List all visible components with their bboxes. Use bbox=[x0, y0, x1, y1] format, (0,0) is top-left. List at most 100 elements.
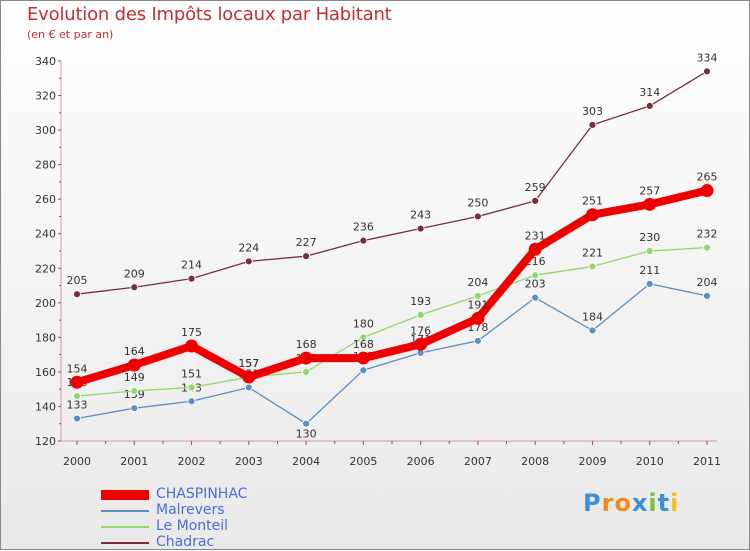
data-label-chadrac: 227 bbox=[296, 236, 317, 249]
data-point-le-monteil bbox=[359, 333, 368, 342]
logo-letter: i bbox=[670, 489, 680, 517]
data-label-chaspinhac: 257 bbox=[639, 184, 660, 197]
data-point-chadrac bbox=[302, 252, 310, 261]
data-label-chaspinhac: 231 bbox=[525, 229, 546, 242]
data-label-chadrac: 314 bbox=[639, 86, 660, 99]
legend-label-malrevers: Malrevers bbox=[156, 502, 225, 518]
data-label-chadrac: 224 bbox=[238, 241, 259, 254]
data-point-chaspinhac bbox=[471, 311, 485, 325]
y-tick-label: 120 bbox=[35, 435, 56, 448]
logo-letter: P bbox=[583, 489, 602, 517]
data-point-malrevers bbox=[645, 279, 654, 288]
chart-title: Evolution des Impôts locaux par Habitant bbox=[27, 4, 392, 25]
data-label-le-monteil: 230 bbox=[639, 231, 660, 244]
data-point-le-monteil bbox=[187, 383, 196, 392]
y-tick-label: 340 bbox=[35, 55, 56, 68]
data-point-chaspinhac bbox=[127, 358, 141, 372]
data-point-le-monteil bbox=[645, 247, 654, 255]
data-label-chadrac: 259 bbox=[525, 181, 546, 194]
data-point-le-monteil bbox=[302, 368, 310, 376]
data-point-chaspinhac bbox=[700, 184, 714, 198]
legend-swatch-le-monteil bbox=[101, 526, 149, 528]
data-label-le-monteil: 193 bbox=[410, 295, 431, 308]
data-label-chaspinhac: 251 bbox=[582, 195, 603, 208]
data-point-chadrac bbox=[416, 224, 425, 233]
data-label-malrevers: 211 bbox=[639, 264, 660, 277]
logo-letter: r bbox=[601, 489, 615, 517]
series-line-malrevers bbox=[76, 283, 708, 425]
legend-swatch-chaspinhac bbox=[101, 490, 149, 500]
chart-subtitle: (en € et par an) bbox=[27, 28, 114, 41]
legend-swatch-chadrac bbox=[101, 542, 149, 544]
data-label-chaspinhac: 164 bbox=[124, 345, 145, 358]
y-tick-label: 180 bbox=[35, 331, 56, 344]
y-tick-label: 220 bbox=[35, 262, 56, 275]
x-tick-label: 2001 bbox=[120, 455, 148, 468]
data-label-chadrac: 236 bbox=[353, 221, 374, 234]
y-tick-label: 240 bbox=[35, 228, 56, 241]
logo-letter: i bbox=[648, 489, 658, 517]
data-point-malrevers bbox=[359, 366, 368, 375]
data-point-chadrac bbox=[359, 236, 368, 245]
data-point-malrevers bbox=[244, 383, 253, 392]
x-tick-label: 2011 bbox=[693, 455, 721, 468]
data-point-malrevers bbox=[588, 326, 597, 335]
data-label-malrevers: 184 bbox=[582, 310, 603, 323]
data-label-le-monteil: 232 bbox=[697, 228, 718, 241]
data-point-le-monteil bbox=[130, 387, 139, 395]
data-label-chadrac: 214 bbox=[181, 259, 202, 272]
data-point-chaspinhac bbox=[299, 351, 313, 365]
x-tick-label: 2000 bbox=[63, 455, 91, 468]
x-tick-label: 2005 bbox=[349, 455, 377, 468]
data-point-chadrac bbox=[645, 102, 654, 110]
legend-label-chadrac: Chadrac bbox=[156, 534, 215, 550]
y-tick-label: 280 bbox=[35, 159, 56, 172]
logo-letter: x bbox=[631, 489, 649, 517]
data-label-malrevers: 130 bbox=[296, 428, 317, 441]
data-label-chadrac: 205 bbox=[67, 274, 88, 287]
data-point-chadrac bbox=[474, 212, 482, 221]
y-tick-label: 200 bbox=[35, 297, 56, 310]
legend: CHASPINHAC Malrevers Le Monteil Chadrac bbox=[101, 486, 361, 551]
data-label-le-monteil: 221 bbox=[582, 247, 603, 260]
y-tick-label: 300 bbox=[35, 124, 56, 137]
data-point-chaspinhac bbox=[585, 208, 599, 222]
data-label-chaspinhac: 191 bbox=[467, 298, 488, 311]
data-label-malrevers: 203 bbox=[525, 278, 546, 291]
data-point-chadrac bbox=[531, 197, 540, 205]
data-label-chaspinhac: 176 bbox=[410, 324, 431, 337]
data-point-malrevers bbox=[187, 397, 196, 406]
data-point-chadrac bbox=[187, 274, 196, 283]
x-tick-label: 2009 bbox=[578, 455, 606, 468]
data-point-chaspinhac bbox=[414, 337, 428, 351]
y-tick-label: 140 bbox=[35, 400, 56, 413]
x-tick-label: 2007 bbox=[464, 455, 492, 468]
data-point-le-monteil bbox=[703, 243, 711, 252]
data-label-malrevers: 204 bbox=[697, 276, 718, 289]
legend-item-malrevers: Malrevers bbox=[101, 502, 361, 519]
legend-item-chaspinhac: CHASPINHAC bbox=[101, 486, 361, 503]
data-point-chaspinhac bbox=[70, 375, 84, 389]
y-tick-label: 160 bbox=[35, 366, 56, 379]
data-point-chaspinhac bbox=[185, 339, 199, 353]
legend-label-le-monteil: Le Monteil bbox=[156, 518, 229, 534]
data-point-chaspinhac bbox=[643, 197, 657, 211]
data-point-le-monteil bbox=[73, 392, 81, 400]
x-tick-label: 2006 bbox=[407, 455, 435, 468]
data-label-chaspinhac: 154 bbox=[67, 362, 88, 375]
data-label-le-monteil: 157 bbox=[238, 357, 259, 370]
data-label-chaspinhac: 157 bbox=[238, 357, 259, 370]
x-tick-label: 2008 bbox=[521, 455, 549, 468]
data-point-chaspinhac bbox=[528, 242, 542, 256]
proxiti-logo: Proxiti bbox=[583, 489, 679, 517]
logo-letter: t bbox=[657, 489, 671, 517]
data-point-malrevers bbox=[531, 293, 540, 302]
data-point-malrevers bbox=[474, 336, 482, 345]
data-point-chadrac bbox=[73, 290, 81, 299]
data-label-chadrac: 303 bbox=[582, 105, 603, 118]
data-point-chaspinhac bbox=[356, 351, 370, 365]
data-point-malrevers bbox=[73, 414, 81, 423]
data-point-malrevers bbox=[302, 419, 310, 428]
data-label-chaspinhac: 168 bbox=[296, 338, 317, 351]
